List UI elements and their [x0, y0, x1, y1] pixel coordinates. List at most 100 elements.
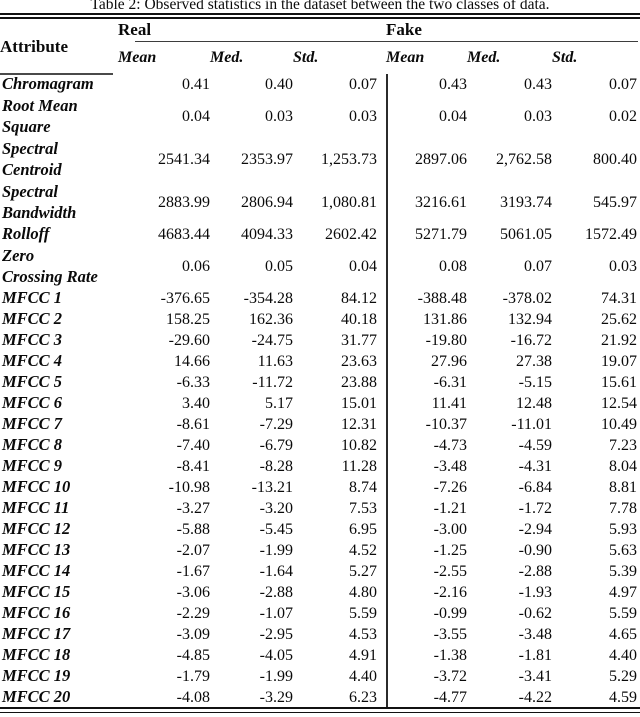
value-cell: 7.53 [349, 500, 377, 517]
table-row: MFCC 5 -6.33 -11.72 23.88 -6.31 -5.15 15… [0, 372, 640, 393]
value-cell: -1.93 [518, 584, 552, 601]
real-fake-column-divider [386, 74, 388, 708]
value-cell: 5061.05 [500, 226, 552, 243]
value-cell: 27.96 [431, 353, 467, 370]
subheader-row: Mean Med. Std. Mean Med. Std. [0, 41, 640, 74]
attribute-cell: MFCC 13 [2, 540, 71, 560]
value-cell: 14.66 [174, 353, 210, 370]
value-cell: 4.52 [349, 542, 377, 559]
top-rule-outer [0, 13, 640, 15]
table-row: MFCC 15 -3.06 -2.88 4.80 -2.16 -1.93 4.9… [0, 582, 640, 603]
value-cell: -0.90 [518, 542, 552, 559]
value-cell: -3.41 [518, 668, 552, 685]
value-cell: -388.48 [417, 290, 467, 307]
attribute-cell: Root Mean Square [2, 96, 78, 136]
table-row: MFCC 9 -8.41 -8.28 11.28 -3.48 -4.31 8.0… [0, 456, 640, 477]
value-cell: 6.23 [349, 689, 377, 706]
value-cell: 19.07 [601, 353, 638, 370]
value-cell: -4.31 [518, 458, 552, 475]
value-cell: 5.29 [609, 668, 638, 685]
subheader-real-std: Std. [293, 48, 319, 66]
value-cell: 8.74 [349, 479, 377, 496]
value-cell: -376.65 [160, 290, 210, 307]
value-cell: 2353.97 [241, 151, 293, 168]
value-cell: 15.61 [601, 374, 638, 391]
value-cell: 2897.06 [415, 151, 467, 168]
attribute-cell: Spectral Bandwidth [2, 182, 77, 222]
value-cell: -3.48 [433, 458, 467, 475]
group-header-rule [135, 41, 638, 43]
value-cell: 3.40 [182, 395, 210, 412]
value-cell: -2.55 [433, 563, 467, 580]
value-cell: 8.81 [609, 479, 638, 496]
value-cell: -19.80 [425, 332, 467, 349]
value-cell: 7.23 [609, 437, 638, 454]
attribute-cell: MFCC 8 [2, 435, 63, 455]
attribute-cell: MFCC 6 [2, 393, 63, 413]
value-cell: 0.03 [609, 258, 638, 275]
value-cell: 0.02 [609, 108, 638, 125]
value-cell: 2541.34 [158, 151, 210, 168]
value-cell: -4.85 [176, 647, 210, 664]
value-cell: -4.08 [176, 689, 210, 706]
table-row: MFCC 14 -1.67 -1.64 5.27 -2.55 -2.88 5.3… [0, 561, 640, 582]
table-row: Spectral Bandwidth 2883.99 2806.94 1,080… [0, 181, 640, 224]
value-cell: -378.02 [502, 290, 552, 307]
value-cell: -4.22 [518, 689, 552, 706]
value-cell: 5271.79 [415, 226, 467, 243]
subheader-real-median: Med. [210, 48, 244, 66]
value-cell: 1572.49 [585, 226, 638, 243]
subheader-fake-mean: Mean [386, 48, 425, 66]
value-cell: 4.40 [349, 668, 377, 685]
value-cell: 10.82 [341, 437, 377, 454]
value-cell: -11.72 [252, 374, 293, 391]
table-row: MFCC 4 14.66 11.63 23.63 27.96 27.38 19.… [0, 351, 640, 372]
attribute-cell: Spectral Centroid [2, 139, 62, 179]
table-row: MFCC 3 -29.60 -24.75 31.77 -19.80 -16.72… [0, 330, 640, 351]
value-cell: -0.99 [433, 605, 467, 622]
value-cell: 7.78 [609, 500, 638, 517]
value-cell: -3.55 [433, 626, 467, 643]
value-cell: -4.59 [518, 437, 552, 454]
value-cell: -5.45 [259, 521, 293, 538]
attribute-header-rule [0, 73, 113, 75]
table-row: Root Mean Square 0.04 0.03 0.03 0.04 0.0… [0, 95, 640, 138]
value-cell: -2.07 [176, 542, 210, 559]
value-cell: -10.37 [425, 416, 467, 433]
value-cell: 0.41 [182, 76, 210, 93]
value-cell: -4.73 [433, 437, 467, 454]
value-cell: -1.21 [433, 500, 467, 517]
value-cell: -1.38 [433, 647, 467, 664]
value-cell: 23.88 [341, 374, 377, 391]
attribute-column-header: Attribute [0, 36, 68, 56]
value-cell: 40.18 [341, 311, 377, 328]
value-cell: 4.97 [609, 584, 638, 601]
subheader-fake-median: Med. [467, 48, 501, 66]
value-cell: 0.40 [265, 76, 293, 93]
attribute-cell: MFCC 15 [2, 582, 71, 602]
value-cell: 2883.99 [158, 194, 210, 211]
value-cell: 2602.42 [325, 226, 377, 243]
value-cell: -6.31 [433, 374, 467, 391]
value-cell: 84.12 [341, 290, 377, 307]
value-cell: 4.80 [349, 584, 377, 601]
value-cell: -354.28 [243, 290, 293, 307]
value-cell: -3.72 [433, 668, 467, 685]
value-cell: -5.88 [176, 521, 210, 538]
value-cell: 11.63 [257, 353, 293, 370]
value-cell: -24.75 [251, 332, 293, 349]
attribute-cell: MFCC 3 [2, 330, 63, 350]
value-cell: -2.94 [518, 521, 552, 538]
statistics-table: Attribute Real Fake Mean Med. Std. Mean … [0, 19, 640, 708]
table-row: MFCC 19 -1.79 -1.99 4.40 -3.72 -3.41 5.2… [0, 666, 640, 687]
value-cell: -3.09 [176, 626, 210, 643]
value-cell: 23.63 [341, 353, 377, 370]
value-cell: 3216.61 [415, 194, 467, 211]
value-cell: -3.48 [518, 626, 552, 643]
value-cell: -3.20 [259, 500, 293, 517]
value-cell: -7.26 [433, 479, 467, 496]
subheader-real-mean: Mean [118, 48, 157, 66]
value-cell: 1,080.81 [321, 194, 377, 211]
value-cell: -2.29 [176, 605, 210, 622]
value-cell: 4683.44 [158, 226, 210, 243]
